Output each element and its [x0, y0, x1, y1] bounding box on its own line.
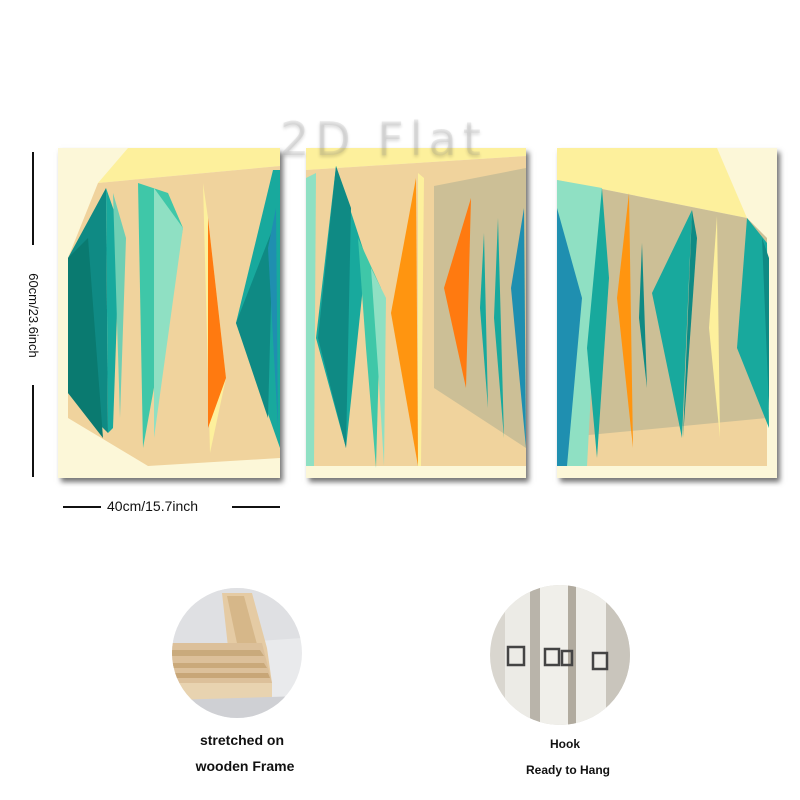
canvas-panel-left	[58, 148, 280, 478]
frame-caption-line1: stretched on	[199, 732, 284, 748]
canvas-panel-right	[557, 148, 777, 478]
width-dimension-line-right	[232, 506, 280, 508]
width-dimension-text: 40cm/15.7inch	[107, 498, 199, 514]
hook-icon	[490, 585, 630, 725]
width-dimension-line-left	[63, 506, 101, 508]
frame-caption-line2: wooden Frame	[195, 758, 295, 774]
wooden-frame-photo	[172, 588, 302, 718]
hook-caption-line1: Hook	[550, 737, 580, 751]
watermark-text: 2D Flat	[280, 112, 487, 166]
hook-caption-line2: Ready to Hang	[525, 763, 610, 777]
height-dimension-text: 60cm/23.6inch	[25, 272, 41, 358]
canvas-panel-center	[306, 148, 526, 478]
height-dimension-label: 60cm/23.6inch	[23, 245, 43, 385]
wooden-frame-icon	[172, 588, 302, 718]
abstract-art-left	[58, 148, 280, 478]
abstract-art-center	[306, 148, 526, 478]
abstract-art-right	[557, 148, 777, 478]
hook-photo	[490, 585, 630, 725]
